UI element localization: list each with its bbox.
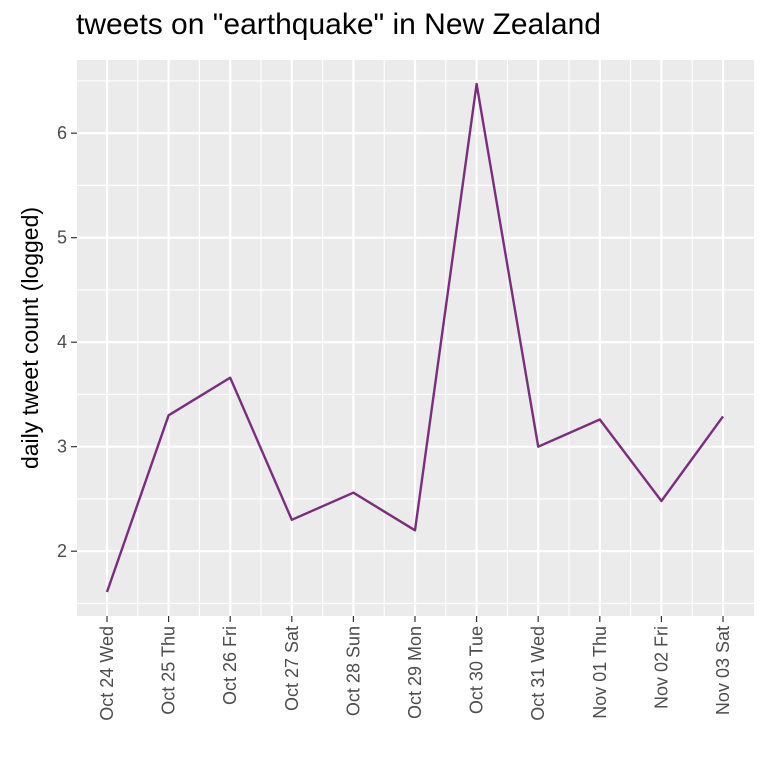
x-tick-label: Oct 24 Wed	[97, 626, 117, 721]
y-tick-label: 2	[57, 541, 67, 561]
y-tick-label: 4	[57, 332, 67, 352]
x-tick-label: Oct 31 Wed	[528, 626, 548, 721]
y-axis-title: daily tweet count (logged)	[17, 207, 43, 469]
series-layer	[105, 82, 724, 593]
y-tick-label: 6	[57, 123, 67, 143]
y-tick-label: 3	[57, 437, 67, 457]
x-tick-label: Nov 03 Sat	[713, 626, 733, 715]
x-tick-label: Oct 25 Thu	[159, 626, 179, 715]
major-gridlines	[77, 60, 754, 616]
x-tick-label: Nov 01 Thu	[590, 626, 610, 719]
x-tick-label: Oct 28 Sun	[343, 626, 363, 716]
x-tick-label: Oct 29 Mon	[405, 626, 425, 719]
minor-gridlines	[77, 60, 754, 616]
x-tick-label: Oct 30 Tue	[467, 626, 487, 714]
series-line	[105, 82, 724, 593]
x-tick-label: Oct 27 Sat	[282, 626, 302, 711]
x-tick-label: Nov 02 Fri	[651, 626, 671, 709]
y-axis: 2 3 4 5 6	[57, 123, 77, 561]
x-axis: Oct 24 Wed Oct 25 Thu Oct 26 Fri Oct 27 Sat…	[97, 616, 733, 721]
chart-title: tweets on "earthquake" in New Zealand	[76, 8, 601, 41]
y-tick-label: 5	[57, 228, 67, 248]
x-tick-label: Oct 26 Fri	[220, 626, 240, 705]
